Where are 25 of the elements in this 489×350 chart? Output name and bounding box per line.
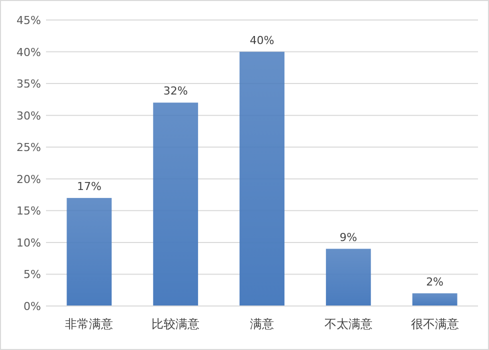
x-tick-label: 非常满意 (65, 317, 114, 331)
y-tick-label: 10% (16, 236, 41, 250)
x-tick-label: 比较满意 (152, 317, 200, 331)
y-tick-label: 0% (24, 300, 41, 313)
y-tick-label: 45% (16, 14, 41, 27)
bar (412, 293, 458, 306)
bar (153, 102, 198, 306)
bar (240, 52, 284, 306)
bar (66, 198, 112, 306)
x-tick-label: 很不满意 (410, 317, 459, 331)
y-tick-label: 40% (16, 46, 41, 59)
data-label: 2% (426, 275, 444, 288)
x-tick-label: 不太满意 (324, 317, 372, 331)
data-label: 9% (340, 230, 358, 244)
x-tick-label: 满意 (250, 317, 274, 331)
y-tick-label: 30% (16, 109, 41, 122)
data-label: 17% (76, 180, 102, 193)
y-tick-label: 5% (24, 268, 41, 282)
y-tick-label: 35% (16, 78, 41, 91)
y-tick-label: 20% (16, 172, 41, 186)
bar (326, 248, 371, 306)
data-label: 40% (250, 34, 274, 47)
y-tick-label: 25% (16, 141, 41, 154)
y-tick-label: 15% (16, 204, 41, 218)
data-label: 32% (163, 84, 188, 98)
